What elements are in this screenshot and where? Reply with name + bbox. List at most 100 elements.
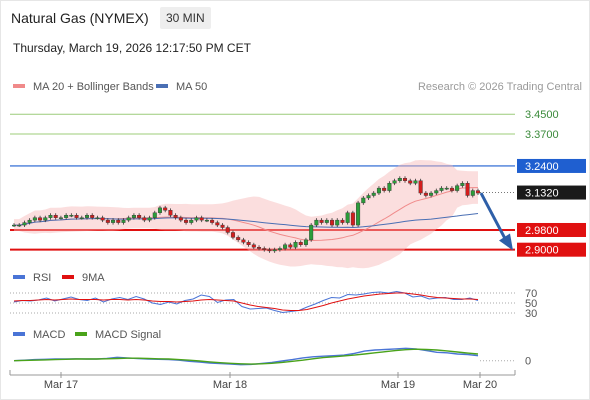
candle-body <box>330 219 335 226</box>
candle-body <box>48 215 53 218</box>
candle-body <box>241 239 246 243</box>
resistance-label-bg <box>517 158 586 173</box>
candle-body <box>429 192 434 196</box>
candle-body <box>17 224 22 227</box>
candle-body <box>476 190 481 194</box>
candle-body <box>95 217 100 219</box>
level-labels: 3.4500 3.3700 3.2400 3.1320 2.9800 2.9000 <box>517 109 586 257</box>
candle-body <box>335 219 340 226</box>
candle-body <box>152 212 157 218</box>
legend-swatch-rsi <box>13 275 25 279</box>
support-label: 2.9800 <box>525 225 559 237</box>
candle-body <box>298 242 303 245</box>
candle-body <box>147 217 152 221</box>
x-tick-label: Mar 20 <box>463 379 497 391</box>
candle-body <box>194 217 199 221</box>
chart-header: Natural Gas (NYMEX) 30 MIN <box>0 0 590 36</box>
candle-body <box>366 195 371 199</box>
candle-body <box>392 180 397 184</box>
resistance-label: 3.2400 <box>525 161 559 173</box>
candle-body <box>90 215 95 218</box>
legend-label-rsi: RSI <box>33 272 51 284</box>
candle-body <box>27 219 32 223</box>
candle-body <box>168 210 173 216</box>
legend-label-rsi-ma: 9MA <box>82 272 105 284</box>
bollinger-band-area <box>14 160 478 269</box>
legend-label-macd-signal: MACD Signal <box>95 329 161 341</box>
candle-body <box>303 239 308 245</box>
candle-body <box>137 215 142 218</box>
candle-body <box>215 222 220 226</box>
candle-body <box>38 217 43 221</box>
rsi-tick-label: 30 <box>525 308 537 320</box>
candle-body <box>32 217 37 221</box>
candle-body <box>116 219 121 223</box>
candle-body <box>283 244 288 249</box>
ma50-line <box>14 213 479 229</box>
legend-swatch-macd-signal <box>75 332 87 336</box>
x-tick-label: Mar 18 <box>213 379 247 391</box>
candle-body <box>350 212 355 226</box>
timestamp: Thursday, March 19, 2026 12:17:50 PM CET <box>13 41 251 55</box>
legend-label-ma50: MA 50 <box>176 81 207 93</box>
candle-body <box>43 217 48 221</box>
watermark: Research © 2026 Trading Central <box>418 81 582 93</box>
candle-body <box>251 244 256 248</box>
candle-body <box>58 217 63 219</box>
candle-body <box>225 227 230 233</box>
support-label-bg <box>517 222 586 237</box>
candle-body <box>361 197 366 204</box>
candle-body <box>324 219 329 223</box>
candle-body <box>53 215 58 218</box>
macd-signal-line <box>13 348 479 365</box>
candle-body <box>345 212 350 223</box>
candle-body <box>79 217 84 219</box>
current-price-label: 3.1320 <box>525 188 559 200</box>
candle-body <box>220 224 225 228</box>
candle-body <box>210 219 215 223</box>
macd-line <box>13 347 479 366</box>
legend-swatch-rsi-ma <box>62 275 74 279</box>
candle-body <box>173 215 178 218</box>
candle-body <box>356 202 361 226</box>
forecast-arrow-shaft <box>479 192 508 242</box>
candle-body <box>246 242 251 245</box>
candle-body <box>293 242 298 248</box>
candle-body <box>257 247 262 249</box>
candle-body <box>262 248 267 250</box>
candle-body <box>142 217 147 221</box>
current-price-bg <box>517 185 586 200</box>
candle-body <box>309 224 314 241</box>
bollinger-bands <box>14 160 478 269</box>
rsi-tick-label: 50 <box>525 298 537 310</box>
candle-body <box>423 192 428 196</box>
candle-body <box>319 219 324 223</box>
candle-body <box>22 222 27 226</box>
legend-swatch-bollinger <box>13 84 25 88</box>
legend-label-macd: MACD <box>33 329 65 341</box>
candle-body <box>439 187 444 191</box>
candle-body <box>277 248 282 250</box>
candle-body <box>387 182 392 191</box>
candle-body <box>371 192 376 196</box>
candle-body <box>397 178 402 181</box>
candle-body <box>272 249 277 252</box>
candle-body <box>455 185 460 191</box>
x-tick-label: Mar 19 <box>381 379 415 391</box>
support-label: 2.9000 <box>525 245 559 257</box>
candle-body <box>408 180 413 184</box>
candle-body <box>131 215 136 218</box>
candle-body <box>199 217 204 221</box>
candle-body <box>178 217 183 221</box>
candle-body <box>84 215 89 218</box>
rsi-tick-label: 70 <box>525 288 537 300</box>
rsi-ma-line <box>13 292 479 311</box>
candle-body <box>11 224 16 227</box>
instrument-title: Natural Gas (NYMEX) <box>11 10 149 26</box>
legend-swatch-macd <box>13 332 25 336</box>
interval-badge[interactable]: 30 MIN <box>160 7 211 29</box>
candle-body <box>157 207 162 213</box>
candle-body <box>444 187 449 190</box>
target-label: 3.4500 <box>525 109 559 121</box>
